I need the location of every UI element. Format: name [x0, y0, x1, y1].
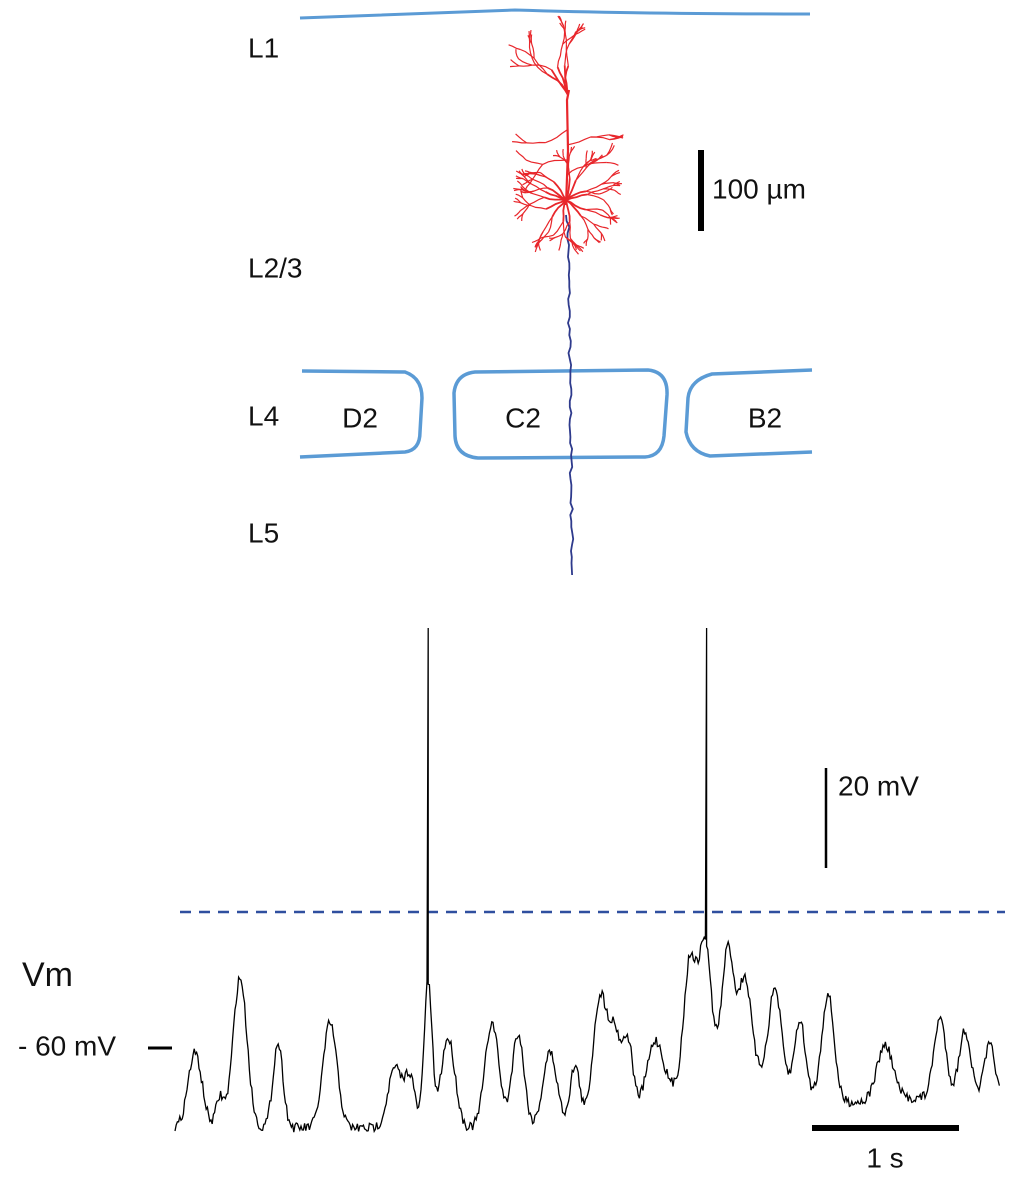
- neurite: [581, 216, 594, 224]
- neurite: [539, 243, 541, 251]
- barrel-label: C2: [505, 402, 541, 433]
- neurite: [615, 190, 621, 194]
- neurite: [540, 173, 554, 182]
- neurite: [611, 216, 618, 218]
- neurite: [517, 181, 522, 186]
- layer-label: L1: [248, 32, 279, 63]
- scale-label: 100 µm: [712, 173, 806, 204]
- neurite: [511, 60, 519, 66]
- barrel-label: B2: [748, 402, 782, 433]
- neurite: [553, 222, 563, 236]
- neurite: [546, 130, 567, 143]
- neurite: [559, 243, 561, 250]
- barrel-outline: [454, 370, 667, 458]
- scale-label: 20 mV: [838, 770, 919, 801]
- neurite: [525, 171, 532, 173]
- neurite: [529, 197, 544, 204]
- neurite: [531, 206, 546, 210]
- neurite: [527, 143, 546, 144]
- neuron-reconstruction: [509, 16, 624, 575]
- scale-label: 1 s: [866, 1142, 903, 1173]
- trace-label: Vm: [22, 956, 73, 994]
- neurite: [587, 195, 603, 200]
- layer-label: L5: [248, 517, 279, 548]
- neurite: [510, 66, 519, 67]
- neurite: [515, 211, 521, 217]
- neurite: [566, 215, 573, 575]
- neurite: [541, 235, 554, 238]
- neurite: [567, 137, 591, 145]
- layer-label: L2/3: [248, 252, 303, 283]
- barrel-label: D2: [342, 402, 378, 433]
- neurite: [599, 191, 607, 194]
- neurite: [516, 49, 519, 59]
- pia-boundary: [300, 10, 810, 18]
- level-label: - 60 mV: [18, 1030, 116, 1061]
- voltage-trace: [175, 628, 999, 1132]
- neurite: [563, 26, 565, 44]
- neurite: [509, 45, 521, 50]
- neurite: [516, 151, 526, 160]
- figure: L1 L2/3 L4 L5 D2 C2 B2 100 µm 20 mV Vm -…: [0, 0, 1012, 1175]
- neurite: [533, 164, 543, 179]
- layer-label: L4: [248, 400, 279, 431]
- neurite: [607, 145, 615, 155]
- neurite: [519, 59, 533, 65]
- neurite: [519, 65, 532, 66]
- neurite: [549, 238, 555, 239]
- neurite: [530, 173, 541, 174]
- neurite: [543, 160, 567, 164]
- neurite: [591, 135, 609, 137]
- neurite: [558, 44, 563, 67]
- neurite: [565, 21, 566, 31]
- neurite: [526, 160, 543, 165]
- neurite: [513, 189, 521, 190]
- neurite: [586, 151, 587, 159]
- neurite: [570, 222, 571, 239]
- neurite: [586, 210, 601, 215]
- neurite: [531, 193, 544, 197]
- neurite: [606, 163, 618, 166]
- neurite: [588, 229, 594, 238]
- neurite: [604, 200, 611, 209]
- neurite: [603, 227, 609, 229]
